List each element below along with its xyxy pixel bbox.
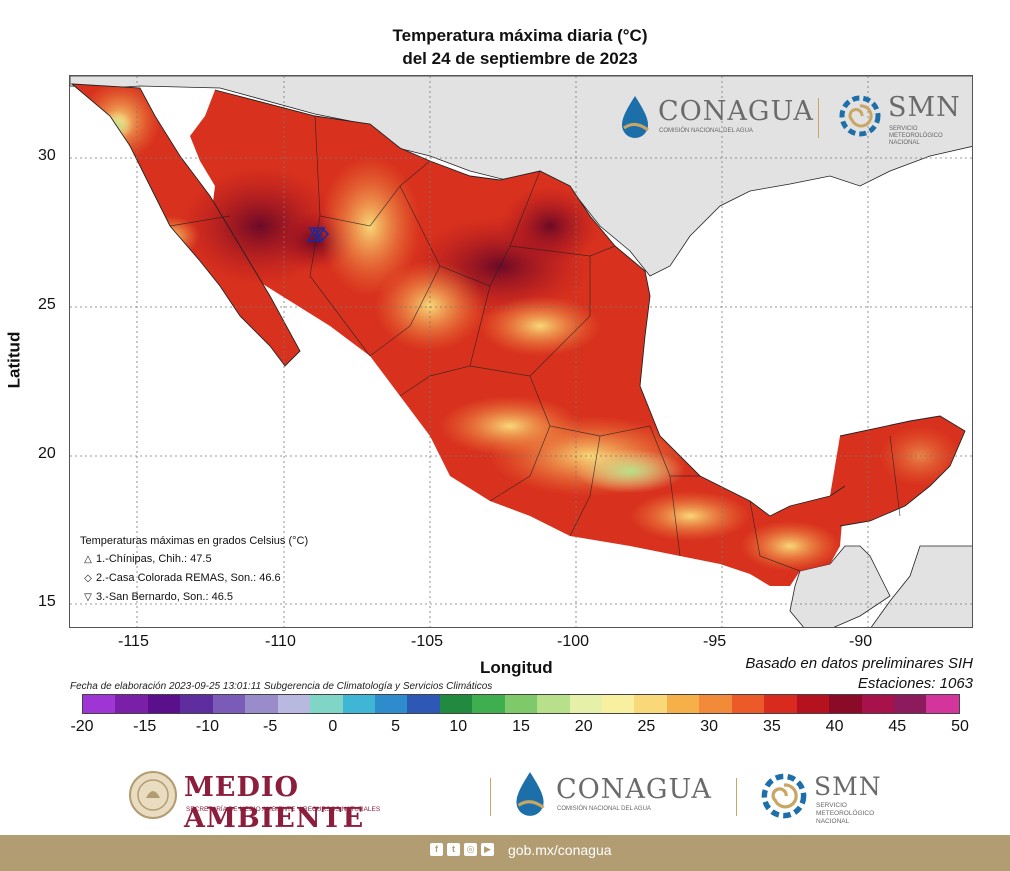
station-legend: Temperaturas máximas en grados Celsius (…: [80, 532, 308, 607]
colorbar-tick-label: -10: [195, 718, 219, 735]
youtube-icon[interactable]: ▶: [481, 843, 494, 856]
colorbar-tick-label: -5: [263, 718, 278, 735]
brand-bar: f t ◎ ▶ gob.mx/conagua: [0, 835, 1010, 871]
colorbar-swatch: [504, 695, 538, 713]
colorbar-tick-label: 35: [762, 718, 781, 735]
station-markers: [306, 226, 330, 242]
x-tick-label: -100: [557, 633, 590, 650]
colorbar-swatch: [829, 695, 862, 713]
colorbar-swatch: [245, 695, 278, 713]
medio-ambiente-logo: MEDIO AMBIENTE SECRETARÍA DE MEDIO AMBIE…: [128, 768, 478, 834]
colorbar-swatch: [666, 695, 700, 713]
colorbar-swatch: [796, 695, 830, 713]
map-subtitle: del 24 de septiembre de 2023: [402, 49, 638, 68]
conagua-footer-logo: CONAGUA COMISIÓN NACIONAL DEL AGUA: [512, 770, 722, 822]
colorbar-swatch: [926, 695, 959, 713]
legend-title: Temperaturas máximas en grados Celsius (…: [80, 535, 309, 547]
colorbar-swatch: [731, 695, 765, 713]
legend-label: 2.-Casa Colorada REMAS, Son.: 46.6: [96, 572, 281, 584]
x-tick-label: -95: [703, 633, 727, 650]
legend-item: △ 1.-Chínipas, Chih.: 47.5: [80, 550, 308, 569]
colorbar-swatch: [374, 695, 408, 713]
facebook-icon[interactable]: f: [430, 843, 443, 856]
legend-label: 3.-San Bernardo, Son.: 46.5: [96, 591, 233, 603]
colorbar-tick-label: 10: [449, 718, 468, 735]
water-drop-icon: [622, 96, 649, 138]
x-tick-label: -105: [411, 633, 444, 650]
y-axis-label: Latitud: [4, 331, 24, 389]
legend-item: ▽ 3.-San Bernardo, Son.: 46.5: [80, 588, 308, 607]
colorbar-swatch: [277, 695, 311, 713]
colorbar-tick-label: 45: [888, 718, 907, 735]
colorbar-tick-label: 25: [637, 718, 656, 735]
smn-header-logo: SMN SERVICIO METEOROLÓGICO NACIONAL: [838, 90, 968, 146]
colorbar-tick-label: 15: [512, 718, 530, 735]
colorbar-swatch: [310, 695, 343, 713]
y-tick-label: 20: [38, 445, 56, 462]
colorbar-tick-label: 5: [391, 718, 401, 735]
smn-spiral-icon: [839, 95, 881, 137]
colorbar-swatch: [115, 695, 148, 713]
colorbar-tick-label: -15: [133, 718, 157, 735]
legend-symbol-icon: ▽: [84, 592, 92, 603]
colorbar-swatch: [439, 695, 473, 713]
y-tick-label: 15: [38, 593, 56, 610]
colorbar-tick-label: 40: [825, 718, 844, 735]
social-icons: f t ◎ ▶: [430, 843, 494, 856]
colorbar-swatch: [893, 695, 927, 713]
legend-symbol-icon: ◇: [84, 573, 92, 584]
colorbar-tick-label: 50: [951, 718, 969, 735]
colorbar-tick-label: 0: [328, 718, 338, 735]
legend-label: 1.-Chínipas, Chih.: 47.5: [96, 553, 212, 565]
data-source-note: Basado en datos preliminares SIH: [745, 655, 973, 672]
temperature-colorbar: [82, 694, 960, 714]
colorbar-swatch: [861, 695, 894, 713]
x-tick-label: -110: [265, 633, 296, 650]
colorbar-swatch: [342, 695, 375, 713]
colorbar-swatch: [699, 695, 732, 713]
colorbar-swatch: [212, 695, 246, 713]
colorbar-swatch: [83, 695, 116, 713]
x-axis-label: Longitud: [480, 658, 553, 677]
colorbar-swatch: [569, 695, 602, 713]
colorbar-tick-label: 30: [700, 718, 719, 735]
website-link[interactable]: gob.mx/conagua: [508, 842, 612, 858]
temperature-map: CONAGUA COMISIÓN NACIONAL DEL AGUA SMN S…: [69, 75, 973, 628]
colorbar-swatch: [472, 695, 505, 713]
colorbar-swatch: [634, 695, 667, 713]
smn-footer-logo: SMN SERVICIO METEOROLÓGICO NACIONAL: [760, 768, 900, 828]
conagua-header-logo: CONAGUA COMISIÓN NACIONAL DEL AGUA: [618, 94, 813, 142]
legend-item: ◇ 2.-Casa Colorada REMAS, Son.: 46.6: [80, 569, 308, 588]
colorbar-swatch: [147, 695, 181, 713]
x-tick-label: -90: [849, 633, 873, 650]
colorbar-swatch: [537, 695, 570, 713]
x-tick-label: -115: [118, 633, 149, 650]
stations-count: Estaciones: 1063: [857, 675, 973, 692]
legend-symbol-icon: △: [84, 554, 92, 565]
instagram-icon[interactable]: ◎: [464, 843, 477, 856]
water-drop-icon: [516, 772, 545, 816]
colorbar-swatch: [764, 695, 797, 713]
y-tick-label: 30: [38, 147, 56, 164]
y-tick-label: 25: [38, 296, 56, 313]
colorbar-swatch: [602, 695, 635, 713]
smn-spiral-icon: [761, 773, 807, 819]
map-title: Temperatura máxima diaria (°C): [392, 26, 648, 45]
colorbar-swatch: [407, 695, 440, 713]
colorbar-tick-label: -20: [70, 718, 94, 735]
twitter-icon[interactable]: t: [447, 843, 460, 856]
elaboration-date: Fecha de elaboración 2023-09-25 13:01:11…: [70, 681, 493, 692]
colorbar-labels: -20 -15 -10 -5 0 5 10 15 20 25 30 35 40 45 50: [70, 718, 968, 740]
colorbar-tick-label: 20: [574, 718, 593, 735]
colorbar-swatch: [180, 695, 213, 713]
government-seal-icon: [129, 771, 177, 819]
